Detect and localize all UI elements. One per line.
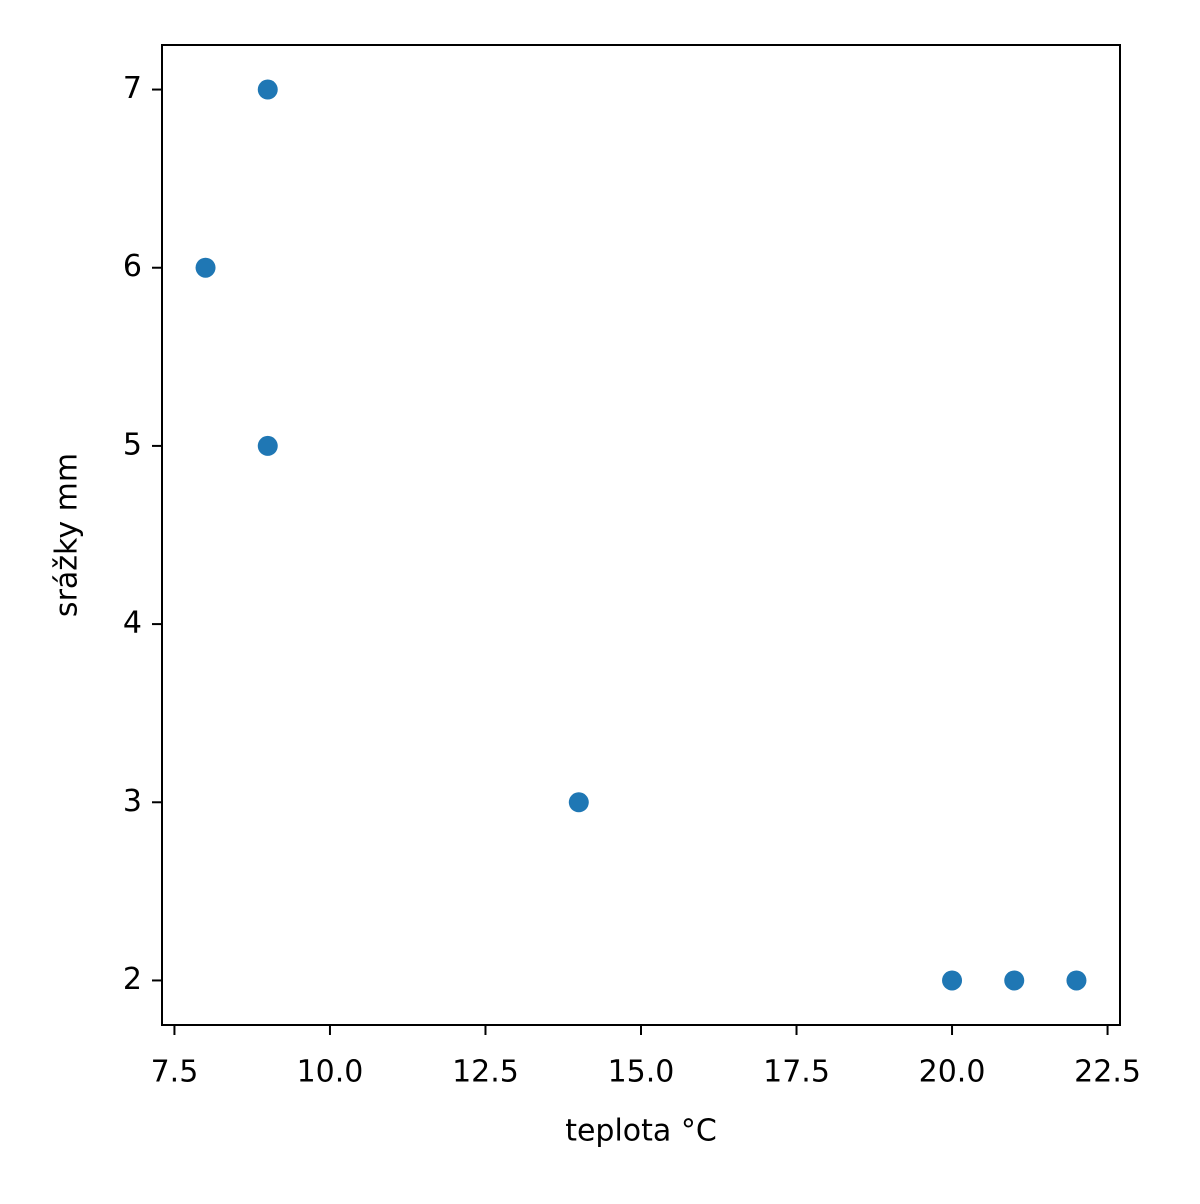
plot-frame	[161, 44, 1121, 1026]
point	[568, 792, 589, 813]
y-tick-label: 2	[123, 962, 142, 997]
y-axis-label: srážky mm	[50, 453, 85, 617]
x-tick-label: 10.0	[297, 1055, 364, 1090]
x-axis-label: teplota °C	[565, 1114, 717, 1149]
point	[942, 970, 963, 991]
x-tick-label: 12.5	[452, 1055, 519, 1090]
x-tick-label: 15.0	[608, 1055, 675, 1090]
x-tick-label: 22.5	[1074, 1055, 1141, 1090]
y-tick-label: 7	[123, 71, 142, 106]
y-tick-label: 4	[123, 606, 142, 641]
x-tick-label: 7.5	[151, 1055, 199, 1090]
point	[195, 257, 216, 278]
point	[257, 435, 278, 456]
x-tick-label: 20.0	[919, 1055, 986, 1090]
point	[257, 79, 278, 100]
point	[1004, 970, 1025, 991]
x-tick-label: 17.5	[763, 1055, 830, 1090]
y-tick-label: 3	[123, 784, 142, 819]
y-tick-label: 6	[123, 249, 142, 284]
y-tick-label: 5	[123, 427, 142, 462]
point	[1066, 970, 1087, 991]
